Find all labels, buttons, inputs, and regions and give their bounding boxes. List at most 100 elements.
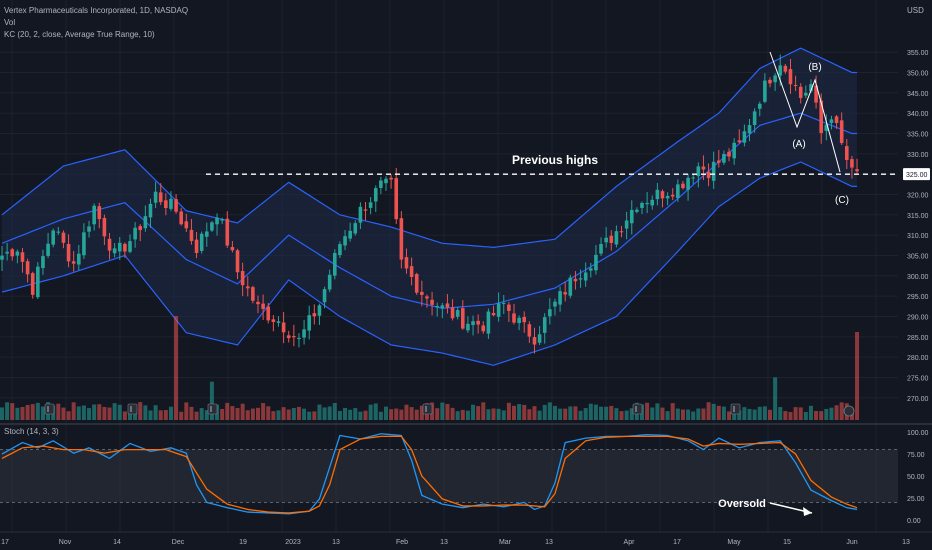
volume-bar — [20, 407, 25, 420]
volume-bar — [250, 408, 255, 420]
candle-body — [742, 131, 747, 143]
candle-body — [599, 244, 603, 254]
price-axis-tick: 285.00 — [907, 335, 929, 342]
volume-bar — [512, 405, 516, 420]
time-axis-tick: Feb — [396, 539, 408, 546]
volume-bar — [117, 404, 122, 420]
volume-bar — [261, 403, 266, 420]
wave-a-label: (A) — [792, 139, 805, 150]
volume-bar — [230, 406, 235, 420]
time-axis-tick: 17 — [673, 539, 681, 546]
candle-body — [814, 85, 818, 103]
volume-bar — [179, 411, 184, 420]
volume-bar — [588, 403, 593, 420]
candle-body — [824, 124, 829, 131]
candle-body — [512, 313, 516, 323]
candle-body — [727, 151, 731, 157]
candle-body — [783, 65, 788, 72]
volume-bar — [271, 411, 276, 420]
candle-body — [307, 315, 311, 331]
volume-bar — [808, 405, 813, 420]
volume-bar — [727, 411, 732, 420]
volume-bar — [87, 408, 92, 420]
volume-bar — [814, 411, 819, 420]
volume-legend: Vol — [4, 18, 16, 27]
candle-body — [793, 84, 798, 86]
candle-body — [471, 321, 475, 326]
time-axis-tick: Mar — [499, 539, 512, 546]
candle-body — [353, 223, 358, 234]
volume-bar — [706, 402, 711, 420]
volume-bar — [788, 411, 793, 420]
candle-body — [804, 92, 808, 96]
volume-bar — [547, 402, 552, 420]
volume-bar — [757, 406, 762, 420]
candle-body — [466, 323, 470, 331]
volume-bar — [624, 410, 629, 420]
candle-body — [845, 146, 849, 160]
price-axis-tick: 290.00 — [907, 314, 929, 321]
candle-body — [184, 221, 189, 229]
volume-bar — [599, 406, 604, 420]
volume-bar — [35, 402, 40, 420]
volume-bar — [337, 410, 342, 420]
candle-body — [640, 202, 644, 208]
time-axis-tick: May — [727, 539, 741, 546]
candle-body — [66, 243, 71, 262]
volume-bar — [358, 411, 363, 420]
candle-body — [20, 252, 25, 262]
candle-body — [358, 206, 363, 223]
candle-body — [322, 289, 327, 303]
candle-body — [532, 337, 537, 345]
volume-bar — [476, 406, 481, 420]
keltner-lower-line — [1, 161, 858, 366]
candle-body — [399, 218, 404, 260]
candle-body — [143, 216, 148, 229]
candle-body — [112, 248, 117, 254]
volume-bar — [665, 411, 670, 420]
candle-body — [107, 238, 112, 251]
volume-bar — [829, 407, 834, 420]
candle-body — [548, 309, 552, 317]
price-axis-tick: 275.00 — [907, 375, 929, 382]
candle-body — [409, 266, 414, 277]
candle-body — [394, 178, 399, 220]
volume-bar — [691, 411, 696, 420]
volume-bar — [97, 404, 102, 420]
volume-bar — [138, 402, 143, 420]
candle-body — [850, 159, 854, 168]
candle-body — [420, 291, 424, 295]
volume-bar — [440, 402, 445, 420]
candle-body — [578, 278, 583, 280]
lightning-icon — [843, 405, 855, 417]
volume-bar — [40, 406, 45, 420]
volume-bar — [445, 403, 450, 420]
candle-body — [445, 303, 450, 308]
stoch-d-line — [1, 435, 858, 514]
volume-bar — [184, 402, 189, 420]
volume-bar — [793, 407, 798, 420]
wave-b-label: (B) — [808, 62, 821, 73]
candle-body — [97, 206, 102, 220]
candle-body — [128, 241, 132, 252]
candle-body — [251, 287, 255, 301]
volume-bar — [399, 409, 404, 420]
candle-body — [558, 291, 562, 305]
candle-body — [573, 278, 578, 282]
candle-body — [56, 231, 61, 233]
stoch-legend: Stoch (14, 3, 3) — [4, 427, 59, 436]
candle-body — [87, 226, 91, 232]
candle-body — [379, 180, 383, 188]
volume-bar — [404, 404, 409, 420]
volume-bar — [332, 402, 337, 420]
volume-bar — [373, 403, 378, 420]
candle-body — [491, 312, 496, 316]
candle-body — [614, 231, 619, 245]
candle-body — [522, 316, 527, 323]
candle-body — [425, 296, 429, 299]
volume-bar — [66, 411, 71, 420]
candle-body — [507, 304, 511, 311]
candle-body — [629, 209, 634, 224]
